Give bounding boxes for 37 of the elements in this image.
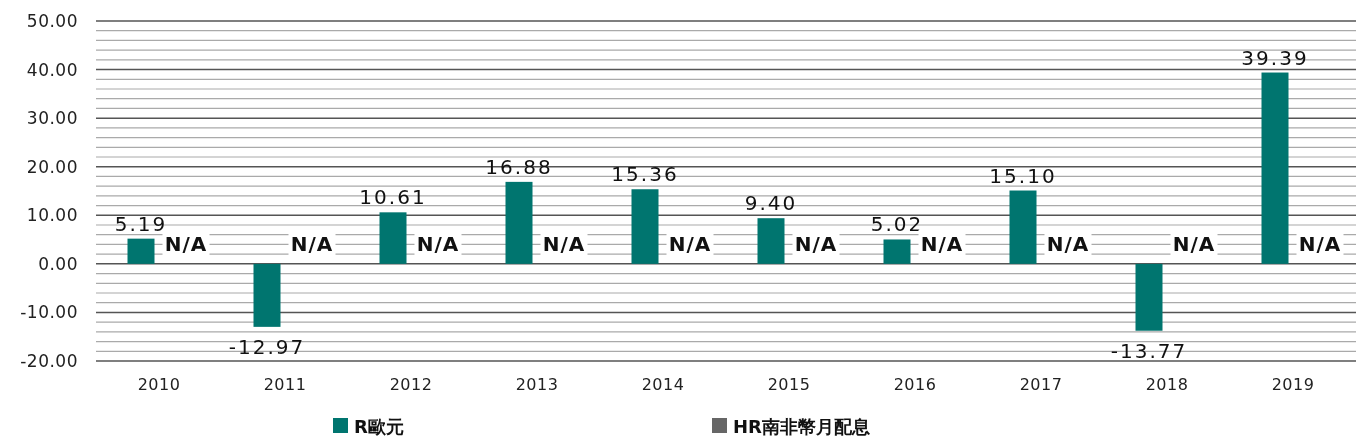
bar	[127, 238, 155, 264]
y-tick-label: 40.00	[26, 59, 78, 80]
bar	[1135, 263, 1163, 331]
x-tick-label: 2017	[1019, 375, 1063, 394]
data-label: 9.40	[744, 191, 798, 216]
bar	[883, 239, 911, 264]
x-tick-label: 2019	[1271, 375, 1315, 394]
legend-label: R歐元	[354, 416, 404, 437]
y-tick-label: -10.00	[20, 302, 78, 323]
data-label: -13.77	[1110, 338, 1188, 363]
data-label: 39.39	[1241, 45, 1309, 70]
bar	[505, 181, 533, 264]
bar	[1261, 72, 1289, 264]
x-tick-label: 2010	[137, 375, 181, 394]
data-label: -12.97	[228, 334, 306, 359]
data-label: 10.61	[359, 185, 427, 210]
y-tick-label: 0.00	[38, 253, 78, 274]
x-tick-label: 2018	[1145, 375, 1189, 394]
y-tick-label: -20.00	[20, 351, 78, 371]
bar	[379, 212, 407, 264]
x-tick-label: 2012	[389, 375, 433, 394]
y-tick-label: 50.00	[26, 11, 78, 31]
bar	[253, 263, 281, 327]
bar	[757, 218, 785, 264]
x-tick-label: 2014	[641, 375, 685, 394]
bar	[631, 189, 659, 264]
data-label: 15.10	[989, 163, 1057, 188]
legend-label: HR南非幣月配息	[733, 416, 870, 437]
y-tick-label: 20.00	[26, 156, 78, 177]
data-label: 15.36	[611, 162, 679, 187]
x-tick-label: 2013	[515, 375, 559, 394]
bar	[1009, 190, 1037, 264]
y-tick-label: 30.00	[26, 108, 78, 129]
x-tick-label: 2015	[767, 375, 811, 394]
x-tick-label: 2016	[893, 375, 937, 394]
x-tick-label: 2011	[263, 375, 307, 394]
y-tick-label: 10.00	[26, 205, 78, 226]
